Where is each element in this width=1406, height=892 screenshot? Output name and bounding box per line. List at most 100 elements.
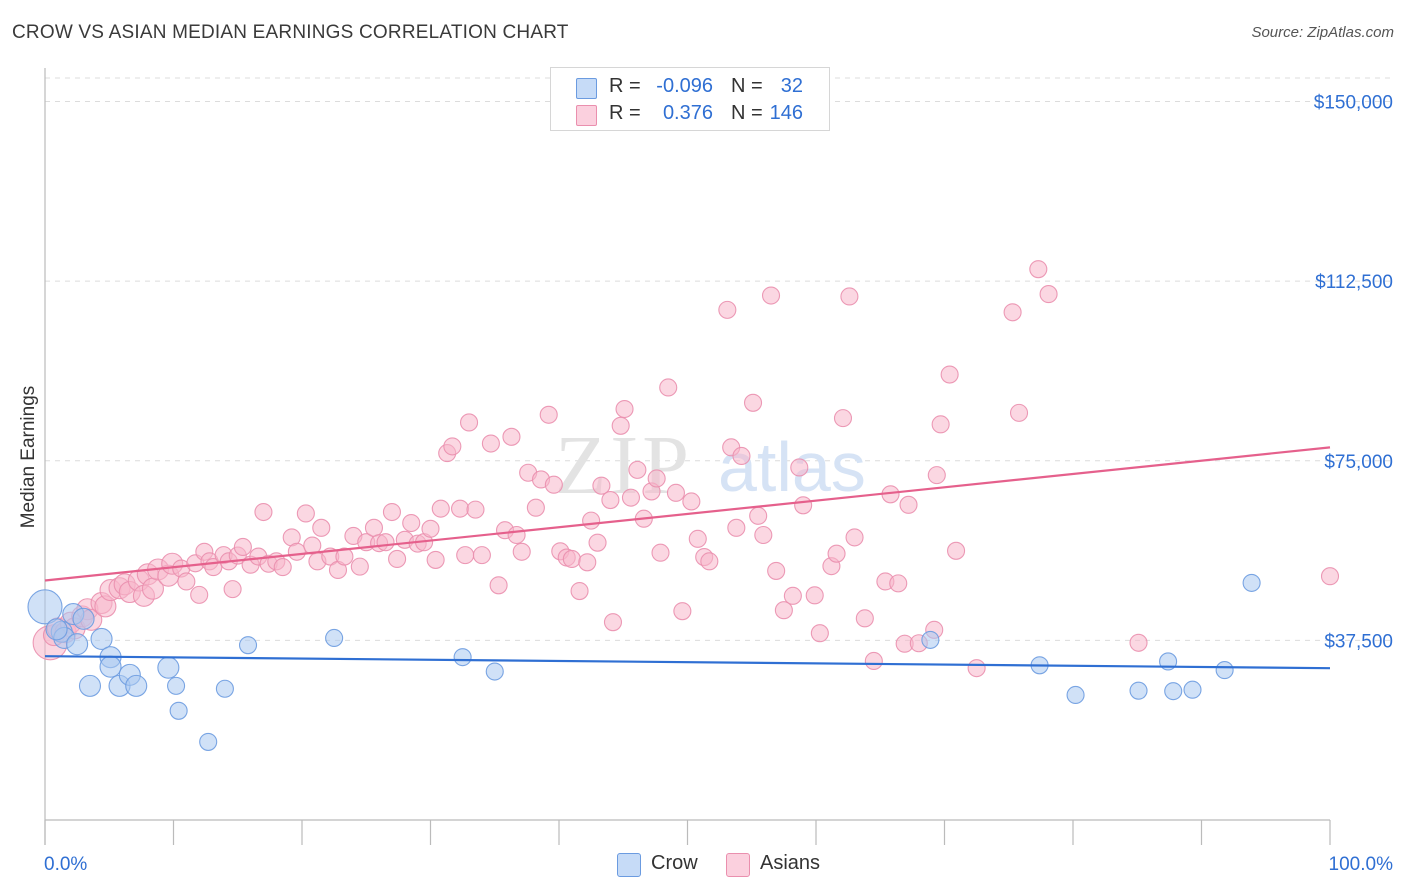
crow-point xyxy=(1164,682,1183,701)
crow-point xyxy=(72,607,95,630)
asian-point xyxy=(466,500,485,519)
crow-point xyxy=(485,662,504,681)
asians-legend-label: Asians xyxy=(760,852,821,874)
r-value: -0.096 xyxy=(656,75,713,97)
asian-point xyxy=(376,533,395,552)
asian-point xyxy=(190,585,209,604)
crow-point xyxy=(169,701,188,720)
tick-labels: $37,500 $75,000 $112,500 $150,000 0.0% 100.0% xyxy=(44,93,1393,875)
crow-point xyxy=(78,674,102,697)
crow-point xyxy=(66,633,89,656)
asian-point xyxy=(845,528,864,547)
asian-point xyxy=(502,427,521,446)
asian-point xyxy=(718,300,737,319)
asian-point xyxy=(767,561,786,580)
asian-point xyxy=(312,518,331,537)
crow-point xyxy=(215,679,234,698)
grid-lines xyxy=(45,77,1392,641)
crow-point xyxy=(45,618,68,641)
asian-point xyxy=(254,502,273,522)
asian-point xyxy=(512,542,531,561)
asian-point xyxy=(805,586,824,605)
asian-point xyxy=(628,460,647,479)
asian-point xyxy=(774,601,793,620)
asian-point xyxy=(682,492,701,511)
crow-swatch xyxy=(576,78,597,99)
asian-point xyxy=(582,511,601,530)
axes xyxy=(44,68,1331,845)
crow-point xyxy=(1129,681,1148,700)
asian-point xyxy=(827,544,846,563)
asian-point xyxy=(810,624,829,643)
crow-point xyxy=(199,732,218,751)
r-value: 0.376 xyxy=(662,102,713,124)
asian-point xyxy=(783,586,802,605)
x-tick-label: 0.0% xyxy=(44,854,87,875)
chart-title: CROW VS ASIAN MEDIAN EARNINGS CORRELATIO… xyxy=(12,22,569,43)
asian-point xyxy=(688,529,707,548)
asian-point xyxy=(335,547,354,566)
asian-point xyxy=(223,580,242,599)
n-value: 32 xyxy=(780,75,803,97)
n-label: N = xyxy=(731,102,763,124)
n-value: 146 xyxy=(769,102,803,124)
asian-point xyxy=(940,365,959,384)
asian-point xyxy=(570,581,589,601)
asian-point xyxy=(588,533,607,552)
crow-point xyxy=(453,648,472,667)
asian-point xyxy=(273,558,292,577)
asian-point xyxy=(426,550,445,569)
asian-point xyxy=(382,502,402,522)
x-tick-label: 100.0% xyxy=(1329,854,1394,875)
crow-legend-swatch xyxy=(617,853,641,877)
y-tick-label: $75,000 xyxy=(1324,452,1393,473)
asian-point xyxy=(1029,260,1048,279)
crow-point xyxy=(1242,573,1261,592)
source-label: Source: ZipAtlas.com xyxy=(1251,24,1394,41)
asian-point xyxy=(673,602,692,621)
legend-item-asians[interactable]: Asians xyxy=(726,852,836,878)
asian-point xyxy=(296,504,315,523)
asian-point xyxy=(443,437,462,456)
asian-point xyxy=(544,475,563,494)
y-tick-label: $150,000 xyxy=(1314,93,1393,114)
asian-point xyxy=(743,393,763,412)
asian-point xyxy=(727,518,746,537)
r-label: R = xyxy=(609,75,641,97)
asian-point xyxy=(889,574,908,593)
asian-point xyxy=(621,488,641,507)
asian-point xyxy=(647,469,666,488)
crow-points xyxy=(27,573,1261,751)
crow-point xyxy=(325,628,344,648)
legend-item-crow[interactable]: Crow xyxy=(617,852,727,878)
crow-legend-label: Crow xyxy=(651,852,698,874)
asian-point xyxy=(451,499,470,518)
asian-point xyxy=(177,572,196,591)
asian-point xyxy=(1129,633,1148,652)
asian-point xyxy=(459,413,479,432)
asian-point xyxy=(700,552,719,571)
y-axis-label: Median Earnings xyxy=(18,386,39,529)
y-tick-label: $112,500 xyxy=(1315,272,1393,293)
asian-point xyxy=(833,409,853,428)
asian-point xyxy=(603,613,623,632)
asian-legend-swatch xyxy=(726,853,750,877)
asian-point xyxy=(578,553,597,572)
correlation-legend: R = -0.096 N = 32 R = 0.376 N = 146 xyxy=(550,67,830,131)
legend-row-asians: R = 0.376 N = 146 xyxy=(551,102,829,126)
crow-point xyxy=(125,674,148,697)
asian-point xyxy=(947,541,966,560)
asian-point xyxy=(388,549,407,569)
asian-point xyxy=(927,466,946,485)
crow-point xyxy=(1215,661,1234,680)
asian-point xyxy=(539,405,558,424)
asian-point xyxy=(754,525,773,545)
crow-point xyxy=(27,589,63,625)
n-label: N = xyxy=(731,75,763,97)
asian-point xyxy=(732,446,751,466)
asian-point xyxy=(481,434,500,453)
asian-point xyxy=(1009,403,1029,422)
asian-point xyxy=(659,378,678,397)
asian-point xyxy=(855,609,874,628)
r-label: R = xyxy=(609,102,641,124)
